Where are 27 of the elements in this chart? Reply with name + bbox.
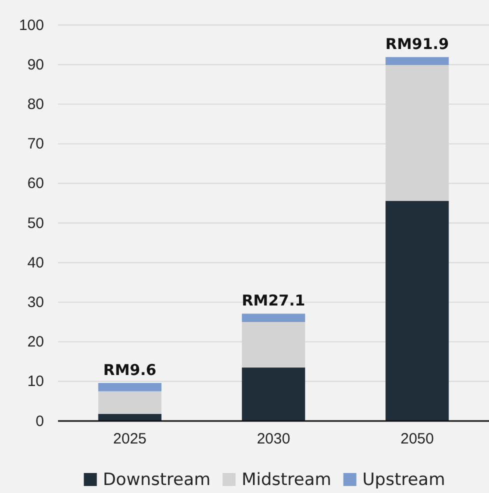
total-label: RM91.9	[385, 35, 449, 54]
bar	[98, 414, 162, 421]
y-tick-label: 60	[27, 175, 44, 192]
y-tick-label: 30	[27, 294, 44, 311]
bar	[386, 57, 449, 65]
y-tick-label: 70	[27, 136, 44, 153]
legend-label: Downstream	[102, 470, 211, 490]
y-tick-label: 40	[27, 254, 44, 272]
y-tick-label: 0	[36, 412, 44, 430]
y-tick-label: 50	[27, 214, 44, 232]
y-tick-label: 20	[27, 334, 44, 351]
bar	[242, 368, 306, 421]
total-label: RM9.6	[103, 360, 156, 379]
legend-label: Midstream	[242, 470, 332, 490]
y-tick-label: 10	[27, 373, 44, 390]
y-tick-label: 80	[27, 96, 44, 113]
bar	[98, 391, 162, 414]
bar	[242, 314, 306, 322]
bar	[386, 200, 449, 421]
bar	[98, 382, 162, 392]
x-tick-label: 2030	[256, 430, 290, 448]
x-tick-label: 2050	[400, 430, 434, 448]
total-label: RM27.1	[242, 292, 306, 310]
legend-label: Upstream	[362, 470, 446, 490]
y-tick-label: 100	[18, 16, 44, 34]
y-tick-label: 90	[27, 56, 44, 74]
x-tick-label: 2025	[113, 430, 147, 448]
